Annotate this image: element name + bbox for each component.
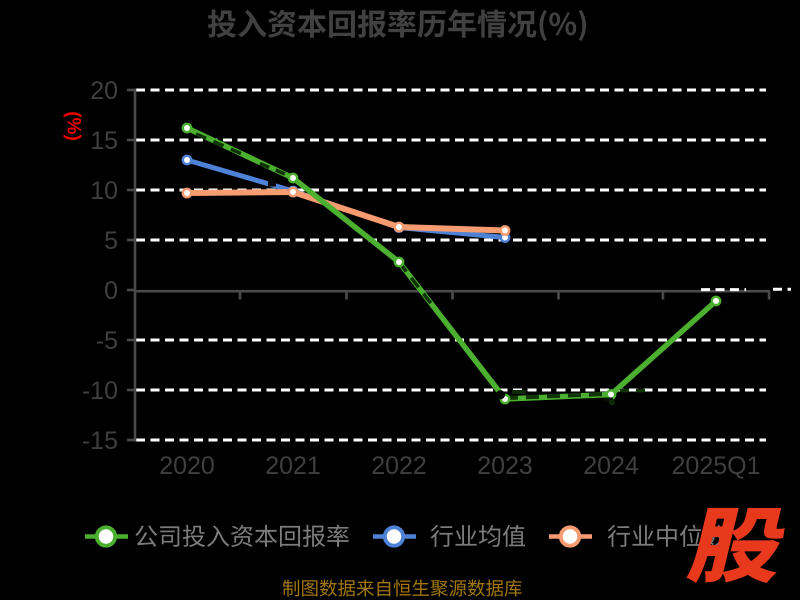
svg-text:20: 20: [90, 77, 118, 105]
svg-text:2024: 2024: [583, 452, 639, 480]
svg-text:-5: -5: [96, 327, 118, 355]
svg-text:-15: -15: [82, 427, 118, 455]
svg-text:2020: 2020: [159, 452, 215, 480]
svg-text:-10: -10: [82, 377, 118, 405]
svg-text:2021: 2021: [265, 452, 321, 480]
svg-text:2022: 2022: [371, 452, 427, 480]
svg-text:2025Q1: 2025Q1: [672, 452, 761, 480]
svg-text:0: 0: [104, 277, 118, 305]
svg-text:(%): (%): [63, 111, 84, 141]
svg-text:5: 5: [104, 227, 118, 255]
svg-text:2023: 2023: [477, 452, 533, 480]
svg-text:15: 15: [90, 127, 118, 155]
svg-text:10: 10: [90, 177, 118, 205]
